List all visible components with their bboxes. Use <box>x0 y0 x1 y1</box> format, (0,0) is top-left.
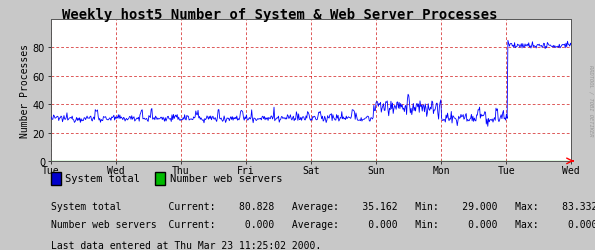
Y-axis label: Number Processes: Number Processes <box>20 44 30 138</box>
Text: Number web servers  Current:     0.000   Average:     0.000   Min:     0.000   M: Number web servers Current: 0.000 Averag… <box>51 219 595 229</box>
Text: System total        Current:    80.828   Average:    35.162   Min:    29.000   M: System total Current: 80.828 Average: 35… <box>51 201 595 211</box>
Text: Weekly host5 Number of System & Web Server Processes: Weekly host5 Number of System & Web Serv… <box>62 8 497 22</box>
Text: Number web servers: Number web servers <box>170 174 282 184</box>
Text: RRDTOOL / TOBI OETIKER: RRDTOOL / TOBI OETIKER <box>588 64 593 136</box>
Text: Last data entered at Thu Mar 23 11:25:02 2000.: Last data entered at Thu Mar 23 11:25:02… <box>51 240 321 250</box>
Text: System total: System total <box>65 174 140 184</box>
